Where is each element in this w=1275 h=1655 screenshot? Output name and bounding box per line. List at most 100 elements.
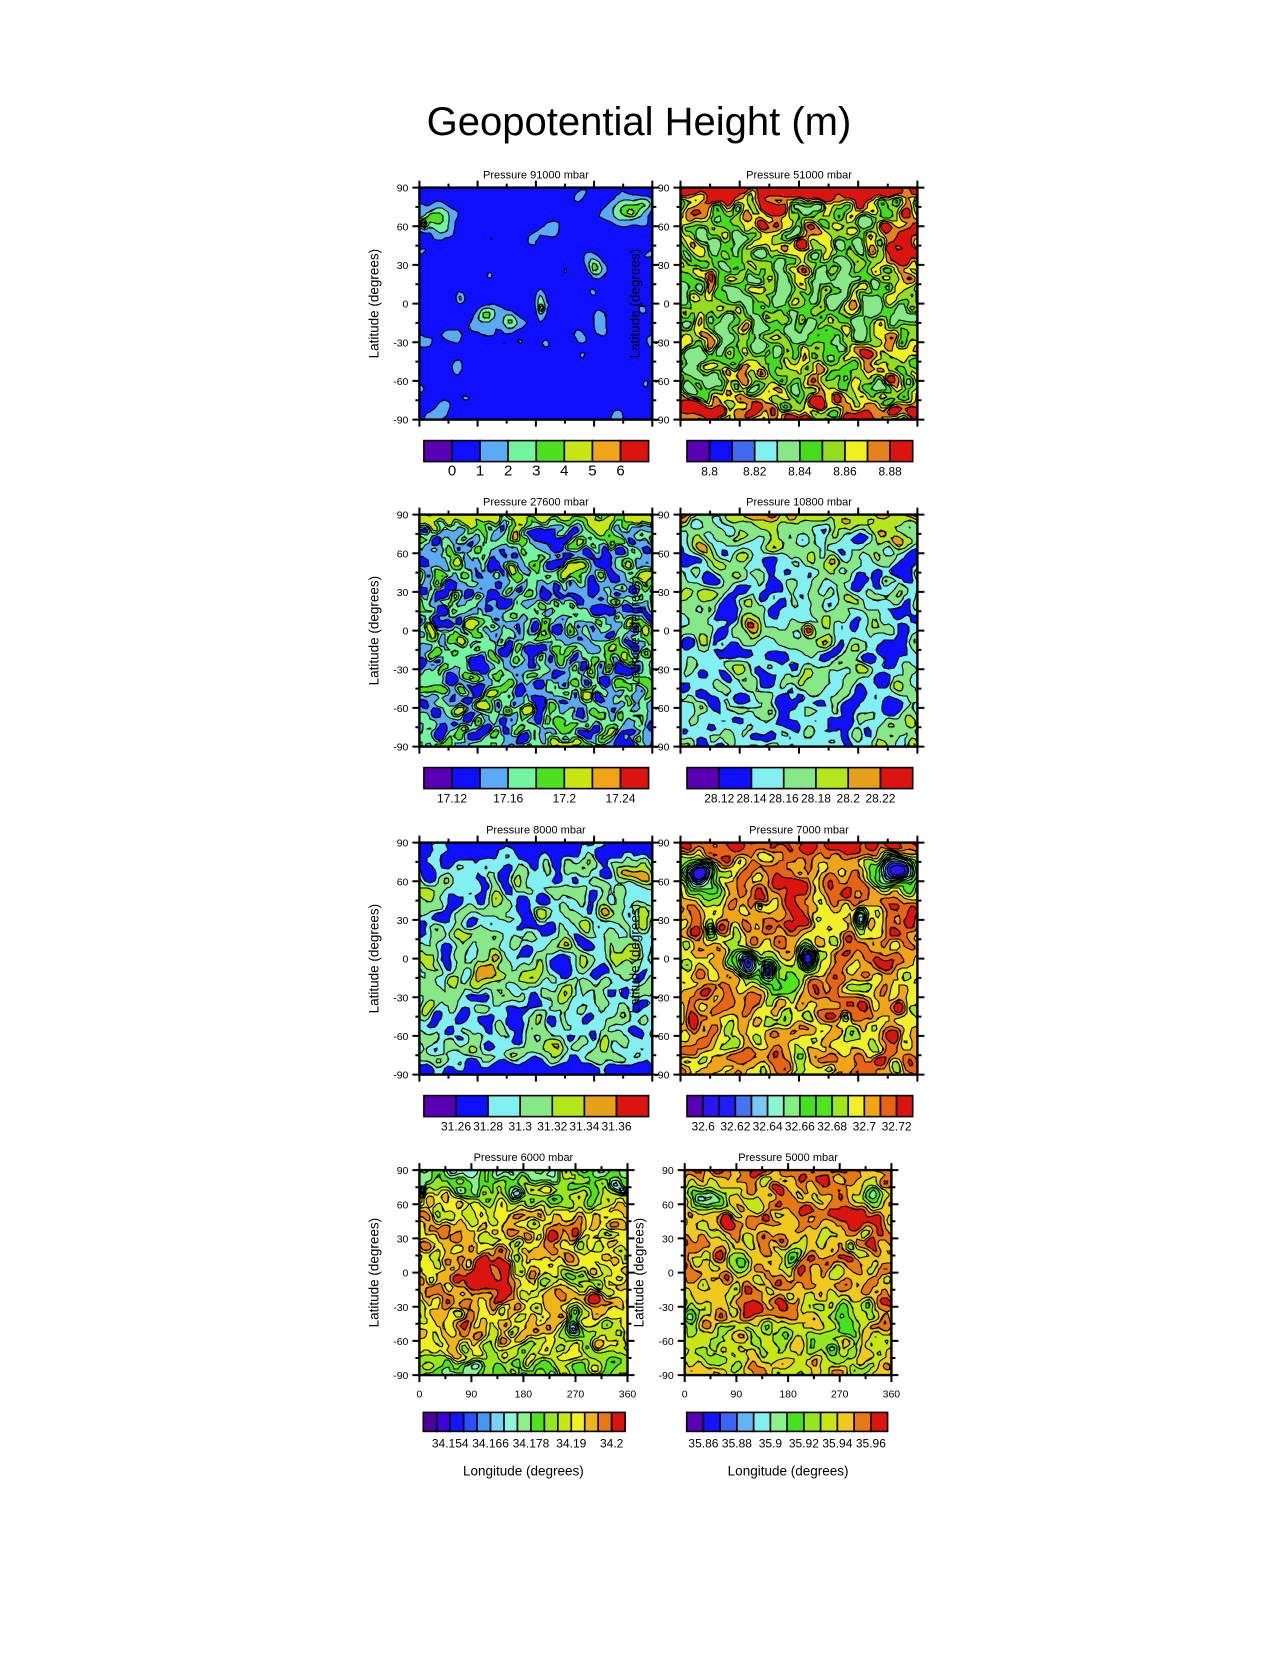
svg-text:34.2: 34.2: [600, 1436, 624, 1450]
svg-text:Pressure 10800 mbar: Pressure 10800 mbar: [746, 497, 852, 509]
svg-text:32.68: 32.68: [817, 1120, 847, 1134]
svg-text:31.26: 31.26: [441, 1120, 471, 1134]
svg-text:0: 0: [668, 1268, 674, 1280]
svg-text:Pressure 5000 mbar: Pressure 5000 mbar: [738, 1152, 838, 1164]
svg-text:32.62: 32.62: [720, 1120, 750, 1134]
svg-text:-60: -60: [654, 703, 669, 715]
svg-text:-90: -90: [654, 415, 669, 427]
svg-text:1: 1: [476, 463, 484, 480]
svg-text:32.7: 32.7: [853, 1120, 877, 1134]
svg-text:Latitude (degrees): Latitude (degrees): [628, 249, 643, 359]
svg-text:60: 60: [397, 548, 409, 560]
svg-text:30: 30: [658, 260, 670, 272]
svg-text:0: 0: [664, 954, 670, 966]
svg-text:0: 0: [403, 1268, 409, 1280]
svg-text:3: 3: [532, 463, 540, 480]
svg-text:34.178: 34.178: [513, 1436, 550, 1450]
svg-text:28.14: 28.14: [736, 792, 766, 806]
svg-text:Latitude (degrees): Latitude (degrees): [366, 249, 381, 359]
svg-text:-90: -90: [654, 1070, 669, 1082]
svg-text:0: 0: [664, 626, 670, 638]
svg-text:6: 6: [616, 463, 624, 480]
svg-text:90: 90: [397, 1165, 409, 1177]
svg-text:-30: -30: [393, 1302, 408, 1314]
svg-text:Pressure 6000 mbar: Pressure 6000 mbar: [474, 1152, 574, 1164]
svg-text:60: 60: [662, 1199, 674, 1211]
svg-text:90: 90: [731, 1389, 743, 1401]
svg-text:0: 0: [682, 1389, 688, 1401]
svg-text:8.8: 8.8: [701, 465, 718, 479]
svg-text:Pressure 91000 mbar: Pressure 91000 mbar: [483, 170, 589, 182]
svg-text:180: 180: [515, 1389, 533, 1401]
svg-text:Pressure 7000 mbar: Pressure 7000 mbar: [749, 825, 849, 837]
svg-text:90: 90: [397, 183, 409, 195]
svg-text:Latitude (degrees): Latitude (degrees): [366, 576, 381, 686]
svg-text:35.94: 35.94: [822, 1436, 852, 1450]
svg-text:28.22: 28.22: [865, 792, 895, 806]
svg-text:31.3: 31.3: [509, 1120, 533, 1134]
svg-text:360: 360: [883, 1389, 901, 1401]
svg-text:-90: -90: [393, 742, 408, 754]
svg-text:90: 90: [466, 1389, 478, 1401]
svg-text:60: 60: [658, 876, 670, 888]
svg-text:30: 30: [397, 587, 409, 599]
svg-text:17.24: 17.24: [605, 792, 635, 806]
svg-text:28.12: 28.12: [704, 792, 734, 806]
svg-text:34.166: 34.166: [472, 1436, 509, 1450]
svg-text:60: 60: [397, 221, 409, 233]
svg-text:270: 270: [567, 1389, 585, 1401]
svg-text:30: 30: [397, 1233, 409, 1245]
svg-text:-30: -30: [654, 337, 669, 349]
svg-text:30: 30: [397, 260, 409, 272]
svg-text:60: 60: [397, 876, 409, 888]
svg-text:32.64: 32.64: [753, 1120, 783, 1134]
svg-text:8.86: 8.86: [833, 465, 857, 479]
svg-text:-30: -30: [654, 664, 669, 676]
svg-text:-30: -30: [659, 1302, 674, 1314]
svg-text:0: 0: [403, 954, 409, 966]
svg-text:0: 0: [664, 299, 670, 311]
svg-text:Geopotential Height (m): Geopotential Height (m): [427, 100, 852, 144]
svg-text:-60: -60: [654, 376, 669, 388]
svg-text:30: 30: [662, 1233, 674, 1245]
svg-text:-60: -60: [393, 1031, 408, 1043]
svg-text:-60: -60: [393, 703, 408, 715]
svg-text:17.2: 17.2: [553, 792, 577, 806]
svg-text:-30: -30: [393, 337, 408, 349]
svg-text:8.88: 8.88: [878, 465, 902, 479]
svg-text:30: 30: [397, 915, 409, 927]
svg-text:-90: -90: [659, 1370, 674, 1382]
svg-text:90: 90: [658, 510, 670, 522]
svg-text:Latitude (degrees): Latitude (degrees): [628, 576, 643, 686]
svg-text:4: 4: [560, 463, 568, 480]
svg-text:31.28: 31.28: [473, 1120, 503, 1134]
svg-text:-90: -90: [393, 415, 408, 427]
svg-text:5: 5: [588, 463, 596, 480]
svg-text:8.82: 8.82: [743, 465, 767, 479]
svg-text:90: 90: [658, 838, 670, 850]
svg-text:-90: -90: [393, 1070, 408, 1082]
svg-text:-60: -60: [393, 1336, 408, 1348]
svg-text:360: 360: [619, 1389, 637, 1401]
svg-text:Pressure 8000 mbar: Pressure 8000 mbar: [486, 825, 586, 837]
svg-text:Latitude (degrees): Latitude (degrees): [366, 1218, 381, 1328]
svg-text:Pressure 51000 mbar: Pressure 51000 mbar: [746, 170, 852, 182]
svg-text:90: 90: [397, 838, 409, 850]
svg-text:35.96: 35.96: [856, 1436, 886, 1450]
svg-text:Longitude (degrees): Longitude (degrees): [728, 1464, 849, 1479]
svg-text:-30: -30: [654, 992, 669, 1004]
svg-text:17.16: 17.16: [493, 792, 523, 806]
svg-text:Latitude (degrees): Latitude (degrees): [366, 904, 381, 1014]
svg-text:-60: -60: [659, 1336, 674, 1348]
svg-text:Latitude (degrees): Latitude (degrees): [632, 1218, 647, 1328]
svg-text:-60: -60: [393, 376, 408, 388]
svg-text:32.6: 32.6: [691, 1120, 715, 1134]
svg-text:35.88: 35.88: [722, 1436, 752, 1450]
svg-text:0: 0: [448, 463, 456, 480]
svg-text:34.19: 34.19: [556, 1436, 586, 1450]
svg-text:8.84: 8.84: [788, 465, 812, 479]
svg-text:-30: -30: [393, 992, 408, 1004]
svg-text:90: 90: [662, 1165, 674, 1177]
svg-text:34.154: 34.154: [432, 1436, 469, 1450]
svg-text:180: 180: [779, 1389, 797, 1401]
